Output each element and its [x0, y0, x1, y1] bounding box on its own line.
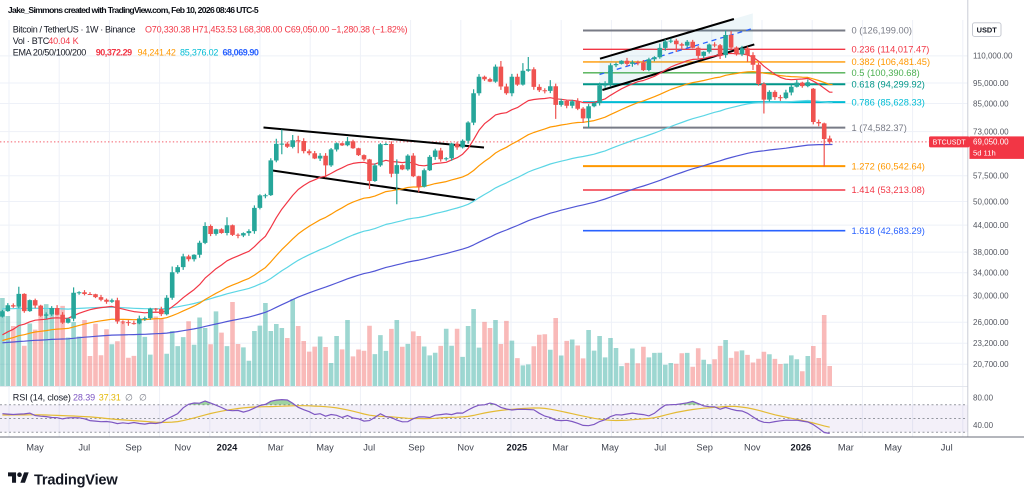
svg-text:Nov: Nov: [457, 443, 474, 453]
svg-text:0 (126,199.00): 0 (126,199.00): [852, 26, 912, 36]
svg-text:110,000.00: 110,000.00: [973, 52, 1013, 61]
svg-text:0.236 (114,017.47): 0.236 (114,017.47): [852, 45, 930, 55]
svg-text:68,069.90: 68,069.90: [223, 48, 259, 58]
svg-text:RSI (14, close): RSI (14, close): [13, 392, 71, 402]
svg-text:BTCUSDT: BTCUSDT: [933, 140, 967, 147]
svg-text:USDT: USDT: [977, 26, 998, 35]
svg-text:Mar: Mar: [268, 443, 284, 453]
svg-text:Nov: Nov: [744, 443, 761, 453]
svg-text:1 (74,582.37): 1 (74,582.37): [852, 123, 907, 133]
svg-text:40.04 K: 40.04 K: [48, 36, 78, 46]
svg-text:85,000.00: 85,000.00: [973, 99, 1009, 108]
svg-text:38,000.00: 38,000.00: [973, 248, 1009, 257]
svg-text:0.382 (106,481.45): 0.382 (106,481.45): [852, 57, 931, 67]
svg-text:Jul: Jul: [941, 443, 953, 453]
svg-text:Sep: Sep: [696, 443, 713, 453]
svg-text:57,500.00: 57,500.00: [973, 172, 1009, 181]
svg-text:May: May: [26, 443, 44, 453]
svg-text:May: May: [884, 443, 902, 453]
svg-text:∅: ∅: [125, 392, 133, 402]
svg-text:94,241.42: 94,241.42: [138, 48, 176, 58]
svg-text:Vol · BTC: Vol · BTC: [13, 36, 50, 46]
svg-text:0.618 (94,299.92): 0.618 (94,299.92): [852, 80, 925, 90]
svg-text:37.31: 37.31: [99, 392, 121, 402]
svg-text:Nov: Nov: [175, 443, 192, 453]
svg-text:Mar: Mar: [838, 443, 854, 453]
svg-text:80.00: 80.00: [973, 394, 994, 403]
svg-text:2024: 2024: [217, 443, 239, 453]
svg-text:Sep: Sep: [125, 443, 142, 453]
svg-text:28.39: 28.39: [73, 392, 95, 402]
svg-text:Jake_Simmons created with Trad: Jake_Simmons created with TradingView.co…: [8, 5, 259, 15]
svg-text:1.414 (53,213.08): 1.414 (53,213.08): [852, 185, 925, 195]
svg-text:5d 11h: 5d 11h: [973, 149, 996, 158]
svg-text:90,372.29: 90,372.29: [96, 48, 132, 58]
svg-text:May: May: [601, 443, 619, 453]
svg-text:Bitcoin / TetherUS · 1W · Bina: Bitcoin / TetherUS · 1W · Binance: [13, 25, 136, 35]
svg-text:Jul: Jul: [654, 443, 666, 453]
svg-text:1.618 (42,683.29): 1.618 (42,683.29): [852, 226, 925, 236]
svg-text:40.00: 40.00: [973, 421, 994, 430]
svg-text:O70,330.38 H71,453.53 L68,308.: O70,330.38 H71,453.53 L68,308.00 C69,050…: [145, 25, 408, 35]
svg-text:44,000.00: 44,000.00: [973, 221, 1009, 230]
svg-text:0.786 (85,628.33): 0.786 (85,628.33): [852, 97, 925, 107]
svg-text:Jul: Jul: [363, 443, 375, 453]
svg-text:69,050.00: 69,050.00: [973, 138, 1009, 147]
svg-text:May: May: [316, 443, 334, 453]
svg-text:95,000.00: 95,000.00: [973, 79, 1009, 88]
svg-text:Jul: Jul: [78, 443, 90, 453]
svg-text:0.5 (100,390.68): 0.5 (100,390.68): [852, 68, 920, 78]
svg-text:20,700.00: 20,700.00: [973, 360, 1009, 369]
svg-text:30,000.00: 30,000.00: [973, 292, 1009, 301]
svg-text:EMA 20/50/100/200: EMA 20/50/100/200: [13, 48, 86, 58]
svg-text:2025: 2025: [507, 443, 528, 453]
svg-text:TradingView: TradingView: [34, 472, 118, 488]
svg-text:1.272 (60,542.64): 1.272 (60,542.64): [852, 161, 925, 171]
svg-text:26,000.00: 26,000.00: [973, 318, 1009, 327]
svg-text:Mar: Mar: [552, 443, 568, 453]
svg-text:34,000.00: 34,000.00: [973, 269, 1009, 278]
svg-text:Sep: Sep: [408, 443, 425, 453]
svg-text:50,000.00: 50,000.00: [973, 197, 1009, 206]
svg-text:85,376.02: 85,376.02: [180, 48, 218, 58]
svg-text:2026: 2026: [791, 443, 812, 453]
svg-text:23,200.00: 23,200.00: [973, 339, 1009, 348]
svg-text:73,000.00: 73,000.00: [973, 127, 1009, 136]
svg-text:∅: ∅: [139, 392, 147, 402]
